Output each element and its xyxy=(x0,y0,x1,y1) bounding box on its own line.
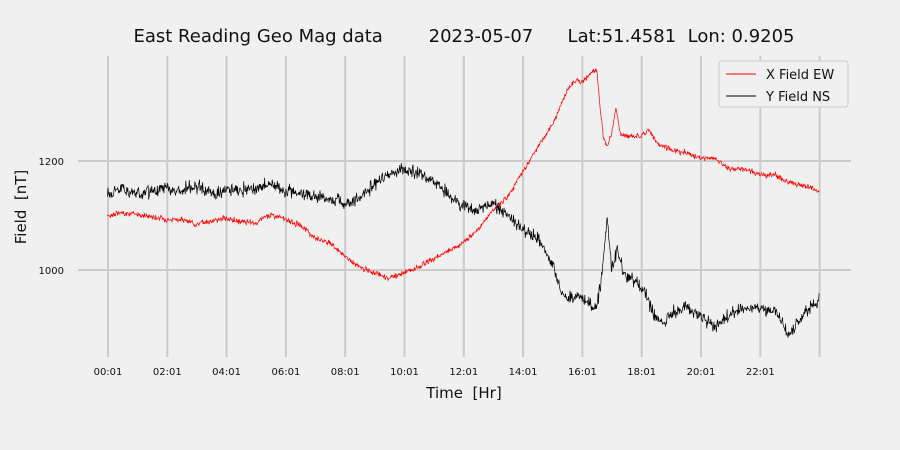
x-tick-label: 00:01 xyxy=(94,367,123,378)
series-line-0 xyxy=(107,68,820,282)
x-tick-label: 06:01 xyxy=(271,367,300,378)
x-tick-label: 18:01 xyxy=(627,367,656,378)
x-tick-label: 22:01 xyxy=(746,367,775,378)
series-line-1 xyxy=(107,162,820,338)
chart-title: East Reading Geo Mag data 2023-05-07 Lat… xyxy=(133,26,794,47)
legend-entry: X Field EW xyxy=(766,68,834,83)
y-tick-labels: 1000 1200 xyxy=(39,157,64,277)
x-axis-label: Time [Hr] xyxy=(425,384,501,402)
x-tick-label: 08:01 xyxy=(331,367,360,378)
x-tick-label: 02:01 xyxy=(153,367,182,378)
y-tick-label: 1000 xyxy=(39,266,64,277)
y-axis-label: Field [nT] xyxy=(12,170,30,245)
legend-entry: Y Field NS xyxy=(765,90,830,105)
legend: X Field EW Y Field NS xyxy=(718,60,849,108)
x-tick-label: 20:01 xyxy=(687,367,716,378)
x-tick-labels: 00:01 02:01 04:01 06:01 08:01 10:01 12:01 14:01… xyxy=(94,367,775,378)
x-tick-label: 10:01 xyxy=(390,367,419,378)
x-tick-label: 12:01 xyxy=(449,367,478,378)
x-tick-label: 14:01 xyxy=(509,367,538,378)
y-tick-label: 1200 xyxy=(39,157,64,168)
series-lines xyxy=(107,68,820,338)
x-tick-label: 04:01 xyxy=(212,367,241,378)
x-tick-label: 16:01 xyxy=(568,367,597,378)
